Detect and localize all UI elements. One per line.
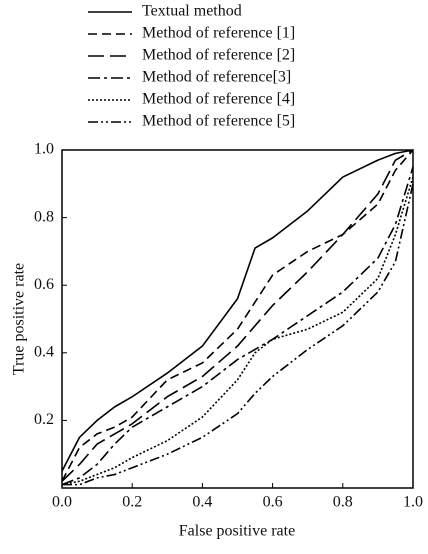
x-tick-label: 0.0 [52, 494, 72, 511]
y-tick-label: 0.6 [34, 276, 54, 293]
roc-curve [61, 149, 414, 472]
legend-label: Method of reference[3] [142, 69, 291, 86]
x-axis-label: False positive rate [179, 523, 295, 540]
x-tick-label: 0.2 [122, 494, 142, 511]
roc-curve [61, 149, 414, 482]
y-tick-label: 1.0 [34, 141, 54, 158]
legend-label: Textual method [142, 3, 242, 20]
roc-curve [61, 176, 414, 486]
roc-curve [62, 183, 414, 486]
plot-frame [61, 149, 414, 489]
roc-curve [61, 166, 414, 486]
legend-label: Method of reference [2] [142, 47, 295, 64]
y-axis-label: True positive rate [11, 263, 28, 375]
y-tick-label: 0.8 [34, 208, 54, 225]
x-tick-label: 0.4 [192, 494, 212, 511]
x-tick-label: 0.8 [333, 494, 353, 511]
x-tick-label: 1.0 [403, 494, 423, 511]
legend-label: Method of reference [1] [142, 25, 295, 42]
legend-label: Method of reference [5] [142, 113, 295, 130]
x-tick-label: 0.6 [263, 494, 283, 511]
legend-label: Method of reference [4] [142, 91, 295, 108]
roc-curve [61, 149, 414, 482]
y-tick-label: 0.2 [34, 411, 54, 428]
y-tick-label: 0.4 [34, 343, 54, 360]
